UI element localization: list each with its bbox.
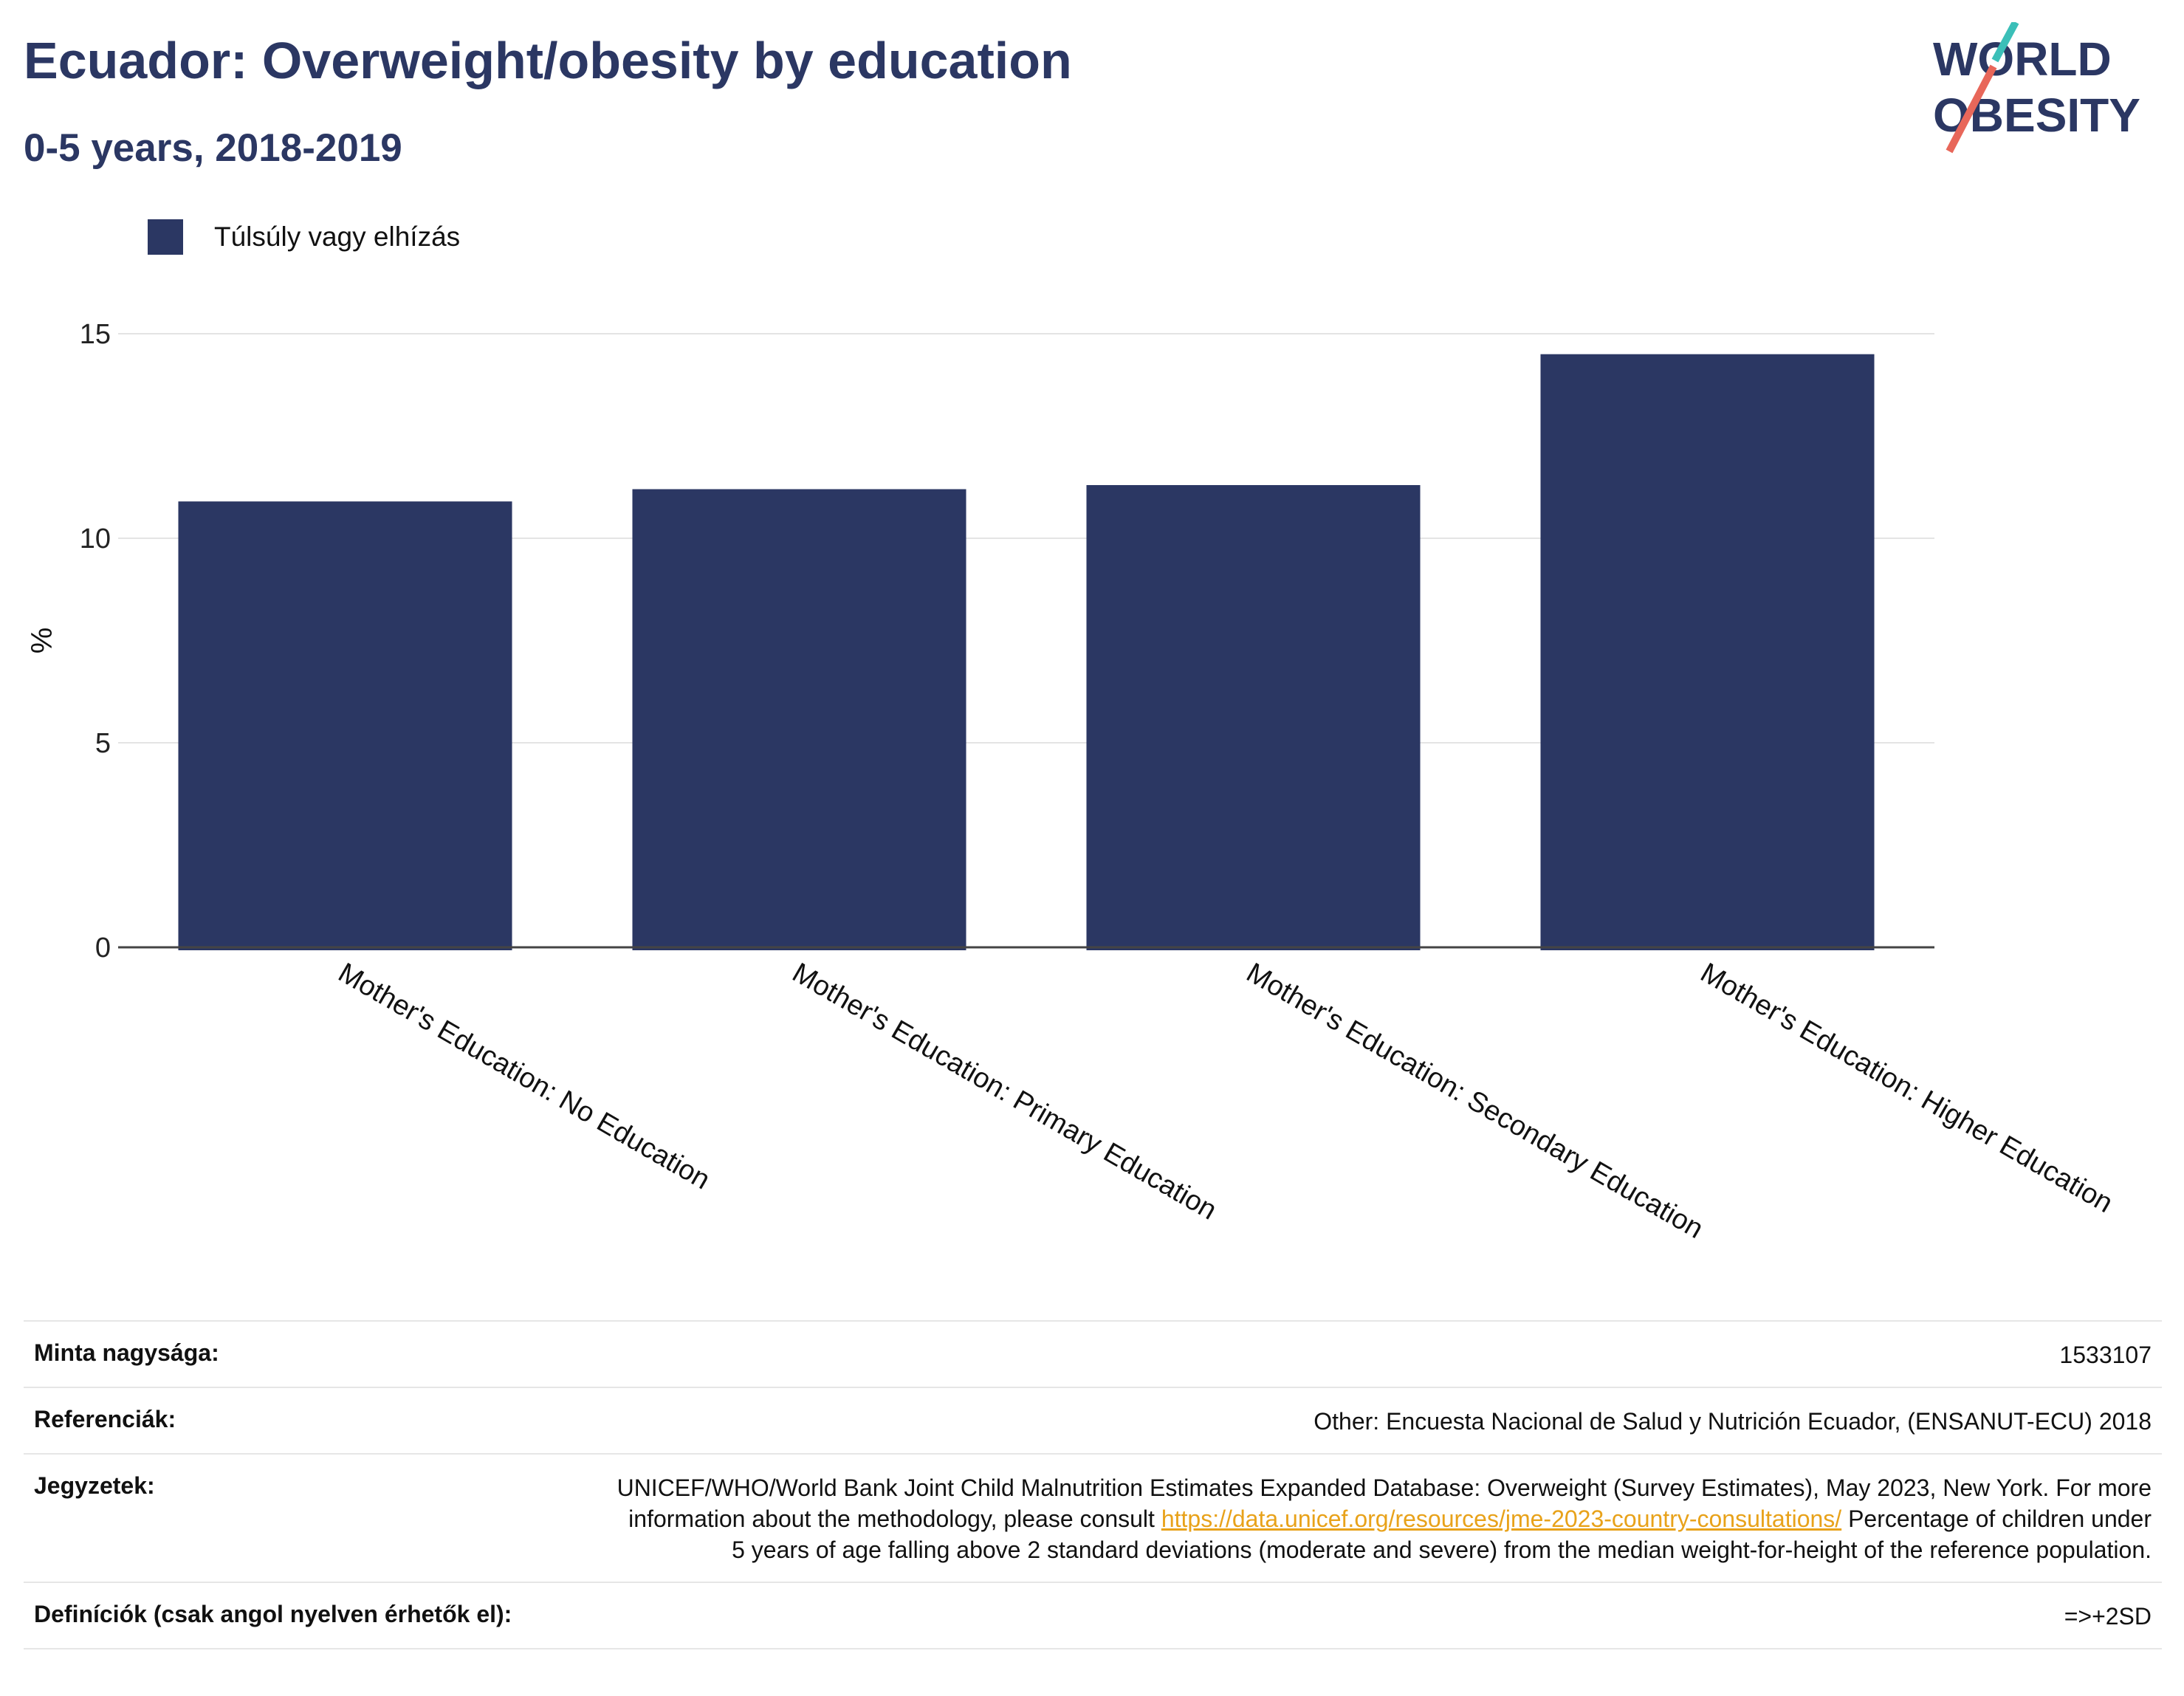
notes-value: UNICEF/WHO/World Bank Joint Child Malnut… [616,1472,2152,1565]
x-tick-label: Mother's Education: Secondary Education [1241,957,1709,1245]
x-tick-label: Mother's Education: Higher Education [1695,957,2118,1219]
sample-size-value: 1533107 [2059,1342,2152,1368]
logo-coral-stroke [1946,64,1997,154]
world-obesity-logo: WORLD OBESITY [1933,22,2140,154]
references-key: Referenciák: [34,1406,176,1432]
x-axis-category-labels: Mother's Education: No Education Mother's… [333,957,2118,1245]
legend-label: Túlsúly vagy elhízás [214,222,461,252]
chart-title: Ecuador: Overweight/obesity by education [24,32,1072,89]
references-value: Other: Encuesta Nacional de Salud y Nutr… [1314,1408,2152,1435]
logo-line1: WORLD [1933,32,2112,86]
y-tick-label: 5 [95,728,111,759]
table-row-references: Referenciák: Other: Encuesta Nacional de… [24,1387,2162,1453]
definitions-key: Definíciók (csak angol nyelven érhetők e… [34,1601,512,1627]
notes-text-before: UNICEF/WHO/World Bank Joint Child Malnut… [617,1474,2152,1532]
y-axis-label: % [26,628,58,654]
y-tick-label: 15 [80,319,111,350]
y-tick-label: 10 [80,523,111,555]
chart-subtitle: 0-5 years, 2018-2019 [24,126,402,170]
table-row-sample-size: Minta nagysága: 1533107 [24,1320,2162,1387]
logo-teal-stroke [1991,22,2019,63]
legend[interactable]: Túlsúly vagy elhízás [148,219,460,255]
bar[interactable] [632,489,966,950]
y-tick-label: 0 [95,933,111,964]
table-row-definitions: Definíciók (csak angol nyelven érhetők e… [24,1582,2162,1649]
metadata-table: Minta nagysága: 1533107 Referenciák: Oth… [24,1320,2162,1649]
bars [178,354,1875,950]
sample-size-key: Minta nagysága: [34,1339,219,1366]
table-row-notes: Jegyzetek: UNICEF/WHO/World Bank Joint C… [24,1453,2162,1582]
legend-swatch [148,219,183,255]
x-tick-label: Mother's Education: Primary Education [787,957,1222,1226]
bar[interactable] [1086,484,1421,950]
definitions-value: =>+2SD [2064,1603,2152,1630]
notes-key: Jegyzetek: [34,1472,155,1499]
y-axis-ticks: 0 5 10 15 [80,319,111,964]
unicef-link[interactable]: https://data.unicef.org/resources/jme-20… [1161,1506,1842,1532]
x-tick-label: Mother's Education: No Education [333,957,715,1195]
bar[interactable] [1540,354,1875,950]
bar[interactable] [178,501,512,950]
notes-text-after: Percentage of children under 5 years of … [732,1506,2152,1563]
